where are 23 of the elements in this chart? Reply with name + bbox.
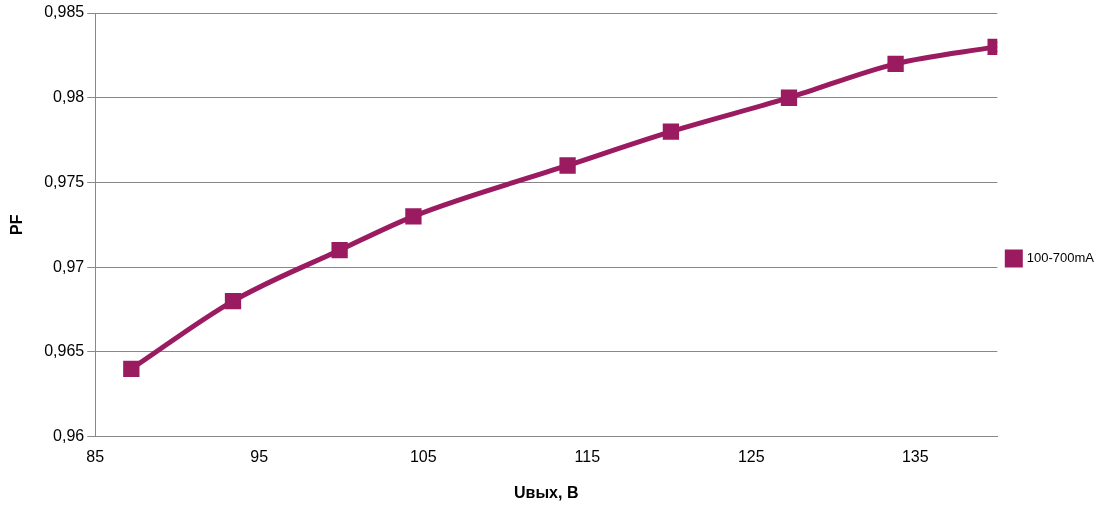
x-tick-label: 115 bbox=[574, 447, 601, 465]
point bbox=[887, 55, 904, 72]
y-tick-label: 0,975 bbox=[44, 172, 85, 190]
point bbox=[405, 208, 422, 225]
y-tick-label: 0,97 bbox=[53, 257, 85, 275]
point bbox=[662, 123, 680, 140]
y-tick-label: 0,96 bbox=[53, 427, 85, 445]
x-tick-label: 105 bbox=[409, 447, 437, 465]
point bbox=[224, 292, 242, 310]
point bbox=[123, 360, 140, 377]
point bbox=[331, 242, 348, 259]
legend-label: 100-700mA bbox=[1026, 250, 1095, 266]
x-tick-label: 135 bbox=[901, 447, 929, 465]
point bbox=[780, 89, 798, 106]
x-tick-label: 85 bbox=[86, 447, 105, 465]
y-tick-label: 0,98 bbox=[53, 88, 85, 106]
x-tick-label: 95 bbox=[250, 447, 269, 465]
point bbox=[559, 157, 576, 174]
x-axis-title: Uвых, В bbox=[514, 483, 579, 501]
y-tick-label: 0,985 bbox=[44, 3, 85, 21]
x-tick-label: 125 bbox=[737, 447, 765, 465]
y-tick-label: 0,965 bbox=[44, 342, 85, 360]
y-axis-title: PF bbox=[8, 214, 26, 236]
